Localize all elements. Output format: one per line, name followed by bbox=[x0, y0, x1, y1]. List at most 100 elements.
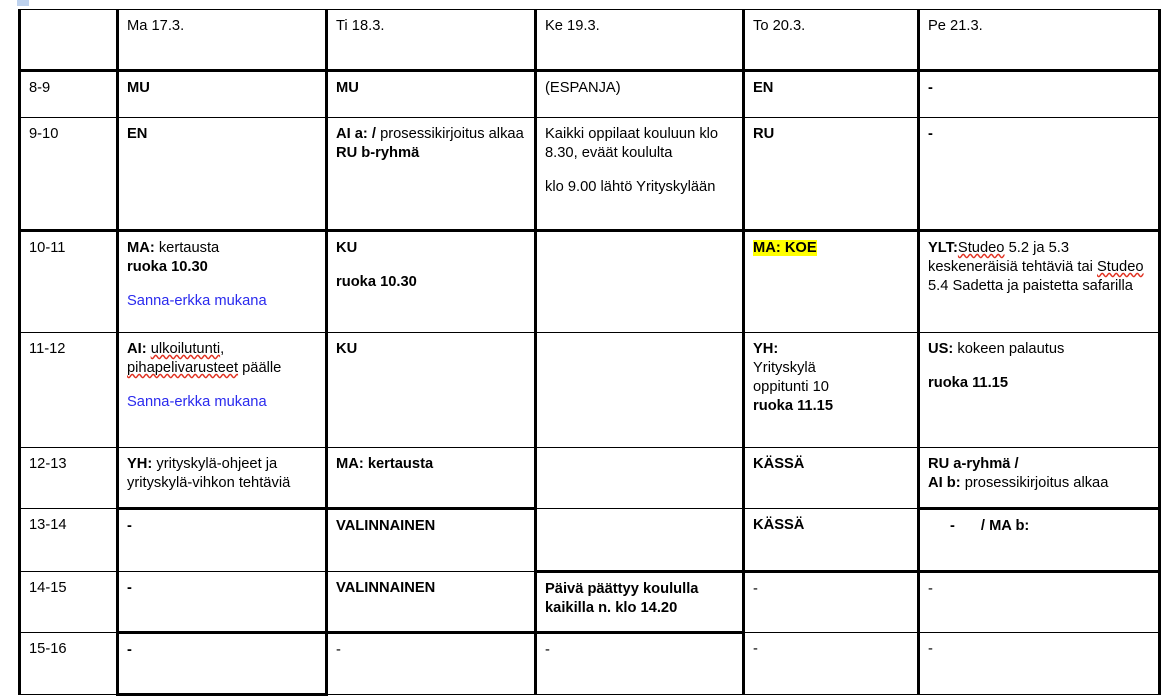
cell-text-bold: ruoka 11.15 bbox=[928, 375, 1009, 392]
cell-line: US: kokeen palautus bbox=[928, 340, 1150, 359]
cell-text-bold: US: bbox=[928, 341, 954, 357]
cell-pe-12-13: RU a-ryhmä / AI b: prosessikirjoitus alk… bbox=[918, 447, 1161, 509]
cell-ti-10-11: KU ruoka 10.30 bbox=[326, 230, 537, 333]
cell-text-bold: - bbox=[127, 518, 132, 534]
cell-ke-10-11 bbox=[535, 230, 745, 333]
cell-to-15-16: - bbox=[743, 632, 920, 695]
cell-text: prosessikirjoitus alkaa bbox=[960, 475, 1109, 492]
paragraph-gap bbox=[545, 163, 734, 178]
weekly-timetable: Ma 17.3. Ti 18.3. Ke 19.3. To 20.3. Pe 2… bbox=[18, 9, 1161, 696]
cell-line: RU b-ryhmä bbox=[336, 144, 526, 163]
cell-ma-8-9: MU bbox=[116, 70, 328, 118]
cell-pe-11-12: US: kokeen palautus ruoka 11.15 bbox=[918, 332, 1161, 448]
cell-ke-14-15: Päivä päättyy koululla kaikilla n. klo 1… bbox=[535, 570, 745, 634]
cell-line: klo 9.00 lähtö Yrityskylään bbox=[545, 179, 716, 196]
cell-text-bold: ruoka 11.15 bbox=[753, 398, 834, 415]
cell-ti-13-14: VALINNAINEN bbox=[326, 508, 537, 572]
cell-text-bold: KU bbox=[336, 341, 358, 357]
cell-text: MU bbox=[336, 80, 359, 96]
header-day-pe: Pe 21.3. bbox=[918, 9, 1161, 72]
cell-pe-14-15: - bbox=[918, 571, 1161, 633]
cell-line: KU bbox=[336, 239, 526, 258]
header-day-to: To 20.3. bbox=[743, 9, 920, 72]
cell-text: kokeen palautus bbox=[953, 341, 1065, 357]
cell-text: EN bbox=[753, 80, 774, 96]
timetable-sheet: Ma 17.3. Ti 18.3. Ke 19.3. To 20.3. Pe 2… bbox=[18, 9, 1161, 696]
cell-line: AI: ulkoilutunti, pihapelivarusteet pääl… bbox=[127, 340, 317, 378]
selection-marker bbox=[17, 0, 29, 6]
header-day-ke: Ke 19.3. bbox=[535, 9, 745, 72]
cell-line: AI a: / prosessikirjoitus alkaa bbox=[336, 125, 526, 144]
cell-text: päälle bbox=[238, 360, 282, 377]
cell-ti-15-16: - bbox=[326, 632, 537, 695]
cell-to-9-10: RU bbox=[743, 117, 920, 232]
cell-ma-9-10: EN bbox=[116, 117, 328, 232]
cell-text-bold: - bbox=[127, 580, 132, 596]
cell-pe-9-10: - bbox=[918, 117, 1161, 232]
row-time-12-13: 12-13 bbox=[18, 447, 118, 509]
row-time-8-9: 8-9 bbox=[18, 70, 118, 118]
table-header-row: Ma 17.3. Ti 18.3. Ke 19.3. To 20.3. Pe 2… bbox=[18, 9, 1161, 72]
cell-ke-15-16: - bbox=[535, 632, 745, 695]
cell-line: ruoka 11.15 bbox=[753, 397, 909, 416]
cell-ke-11-12 bbox=[535, 332, 745, 448]
table-row: 8-9 MU MU (ESPANJA) EN - bbox=[18, 70, 1161, 118]
table-row: 14-15 - VALINNAINEN Päivä päättyy koulul… bbox=[18, 570, 1161, 634]
cell-to-14-15: - bbox=[743, 571, 920, 633]
misspelled-word: ulkoilutunti bbox=[150, 341, 221, 357]
cell-ti-9-10: AI a: / prosessikirjoitus alkaa RU b-ryh… bbox=[326, 117, 537, 232]
cell-text-bold: AI: bbox=[127, 341, 147, 357]
cell-line: YH: bbox=[753, 340, 909, 359]
cell-text: 5.2 ja 5.3 keskeneräisiä tehtäviä tai bbox=[928, 240, 1097, 276]
cell-text: RU bbox=[753, 126, 775, 142]
cell-line: ruoka 11.15 bbox=[928, 374, 1150, 393]
row-time-10-11: 10-11 bbox=[18, 230, 118, 333]
cell-ma-15-16: - bbox=[116, 632, 328, 696]
cell-to-11-12: YH: Yrityskylä oppitunti 10 ruoka 11.15 bbox=[743, 332, 920, 448]
cell-ma-10-11: MA: kertausta ruoka 10.30 Sanna-erkka mu… bbox=[116, 230, 328, 333]
cell-text-bold: MA: kertausta bbox=[336, 456, 434, 472]
paragraph-gap bbox=[127, 378, 317, 393]
cell-text-bold: KÄSSÄ bbox=[753, 456, 805, 472]
cell-ma-12-13: YH: yrityskylä-ohjeet ja yrityskylä-vihk… bbox=[116, 447, 328, 510]
table-row: 12-13 YH: yrityskylä-ohjeet ja yrityskyl… bbox=[18, 447, 1161, 510]
cell-text: kertausta bbox=[154, 240, 220, 256]
row-time-11-12: 11-12 bbox=[18, 332, 118, 448]
cell-text-bold: VALINNAINEN bbox=[336, 518, 436, 534]
cell-text-bold: AI a: / bbox=[336, 126, 376, 142]
cell-text: yrityskylä-ohjeet ja yrityskylä-vihkon t… bbox=[127, 456, 291, 492]
cell-text-bold: KÄSSÄ bbox=[753, 517, 805, 533]
paragraph-gap bbox=[336, 258, 526, 273]
cell-text-bold: MA: bbox=[127, 240, 155, 256]
cell-ma-13-14: - bbox=[116, 508, 328, 572]
cell-text-bold: YH: bbox=[127, 456, 153, 472]
cell-ma-11-12: AI: ulkoilutunti, pihapelivarusteet pääl… bbox=[116, 332, 328, 448]
cell-text-bold: RU a-ryhmä / bbox=[928, 456, 1019, 472]
row-time-14-15: 14-15 bbox=[18, 571, 118, 633]
cell-to-12-13: KÄSSÄ bbox=[743, 447, 920, 509]
cell-ti-11-12: KU bbox=[326, 332, 537, 448]
cell-ke-12-13 bbox=[535, 447, 745, 509]
cell-ma-14-15: - bbox=[116, 571, 328, 634]
row-time-15-16: 15-16 bbox=[18, 632, 118, 695]
cell-pe-10-11: YLT:Studeo 5.2 ja 5.3 keskeneräisiä teht… bbox=[918, 229, 1161, 333]
cell-line: MA: kertausta bbox=[127, 239, 317, 258]
table-row: 11-12 AI: ulkoilutunti, pihapelivarustee… bbox=[18, 332, 1161, 448]
cell-text-bold: KU bbox=[336, 240, 358, 256]
row-time-13-14: 13-14 bbox=[18, 508, 118, 572]
cell-ti-14-15: VALINNAINEN bbox=[326, 571, 537, 634]
table-row: 9-10 EN AI a: / prosessikirjoitus alkaa … bbox=[18, 117, 1161, 232]
cell-text-bold: ruoka 10.30 bbox=[127, 259, 208, 276]
cell-text-bold: - bbox=[127, 642, 132, 658]
cell-text: (ESPANJA) bbox=[545, 80, 621, 96]
header-corner-cell bbox=[18, 9, 118, 72]
cell-text: 5.4 Sadetta ja paistetta safarilla bbox=[928, 278, 1133, 295]
paragraph-gap bbox=[928, 359, 1150, 374]
header-day-ti: Ti 18.3. bbox=[326, 9, 537, 72]
cell-ke-13-14 bbox=[535, 508, 745, 572]
misspelled-word: pihapelivarusteet bbox=[127, 360, 239, 377]
cell-text-bold: AI b: bbox=[928, 475, 961, 492]
cell-text: - bbox=[928, 126, 933, 142]
cell-text: , bbox=[220, 341, 225, 357]
cell-link-text: Sanna-erkka mukana bbox=[127, 394, 267, 411]
